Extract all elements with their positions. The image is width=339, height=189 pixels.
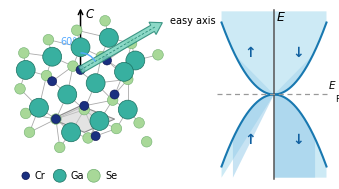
Circle shape (96, 51, 106, 62)
Circle shape (153, 50, 163, 60)
Circle shape (53, 169, 66, 182)
Circle shape (86, 74, 105, 93)
Circle shape (43, 47, 62, 66)
Circle shape (71, 38, 90, 57)
Circle shape (91, 132, 100, 141)
Circle shape (16, 60, 35, 79)
Text: E: E (277, 11, 285, 24)
Circle shape (58, 85, 77, 104)
Circle shape (122, 74, 133, 85)
Text: Se: Se (105, 171, 117, 181)
Circle shape (19, 48, 29, 58)
Circle shape (52, 115, 60, 124)
Circle shape (41, 70, 52, 81)
Polygon shape (274, 55, 313, 94)
Polygon shape (235, 55, 274, 94)
Circle shape (83, 133, 93, 143)
Circle shape (43, 34, 54, 45)
Circle shape (22, 172, 29, 180)
Circle shape (90, 112, 109, 130)
Text: ↓: ↓ (292, 133, 303, 147)
Circle shape (115, 62, 134, 81)
Circle shape (126, 51, 145, 70)
Circle shape (72, 25, 82, 36)
Circle shape (80, 101, 89, 110)
Circle shape (68, 61, 78, 71)
Circle shape (29, 98, 48, 117)
Polygon shape (221, 11, 274, 94)
Polygon shape (274, 94, 326, 178)
Text: easy axis: easy axis (170, 16, 216, 26)
Text: F: F (336, 94, 339, 104)
Circle shape (102, 56, 112, 65)
Text: Ga: Ga (71, 171, 84, 181)
Circle shape (134, 118, 144, 128)
Circle shape (118, 100, 137, 119)
Circle shape (20, 108, 31, 119)
Circle shape (126, 38, 137, 49)
Circle shape (76, 65, 85, 74)
Circle shape (51, 114, 61, 124)
Polygon shape (52, 106, 115, 132)
Circle shape (100, 15, 111, 26)
Circle shape (15, 84, 25, 94)
Circle shape (55, 142, 65, 153)
Circle shape (48, 77, 57, 86)
Text: ↓: ↓ (292, 46, 303, 60)
Text: 60°: 60° (61, 37, 78, 47)
Polygon shape (274, 94, 315, 178)
Circle shape (62, 123, 81, 142)
Text: Cr: Cr (34, 171, 45, 181)
Polygon shape (221, 94, 274, 178)
Text: C: C (85, 8, 94, 21)
Circle shape (24, 127, 35, 138)
Text: ↑: ↑ (244, 46, 256, 60)
Polygon shape (233, 94, 274, 178)
Circle shape (87, 169, 100, 182)
Text: E: E (329, 81, 335, 91)
Circle shape (99, 28, 118, 47)
Circle shape (110, 90, 119, 99)
Circle shape (111, 123, 122, 134)
Circle shape (79, 104, 89, 115)
Circle shape (107, 95, 118, 105)
FancyArrow shape (79, 22, 162, 73)
Polygon shape (274, 11, 326, 94)
Circle shape (141, 136, 152, 147)
Text: ↑: ↑ (244, 133, 256, 147)
